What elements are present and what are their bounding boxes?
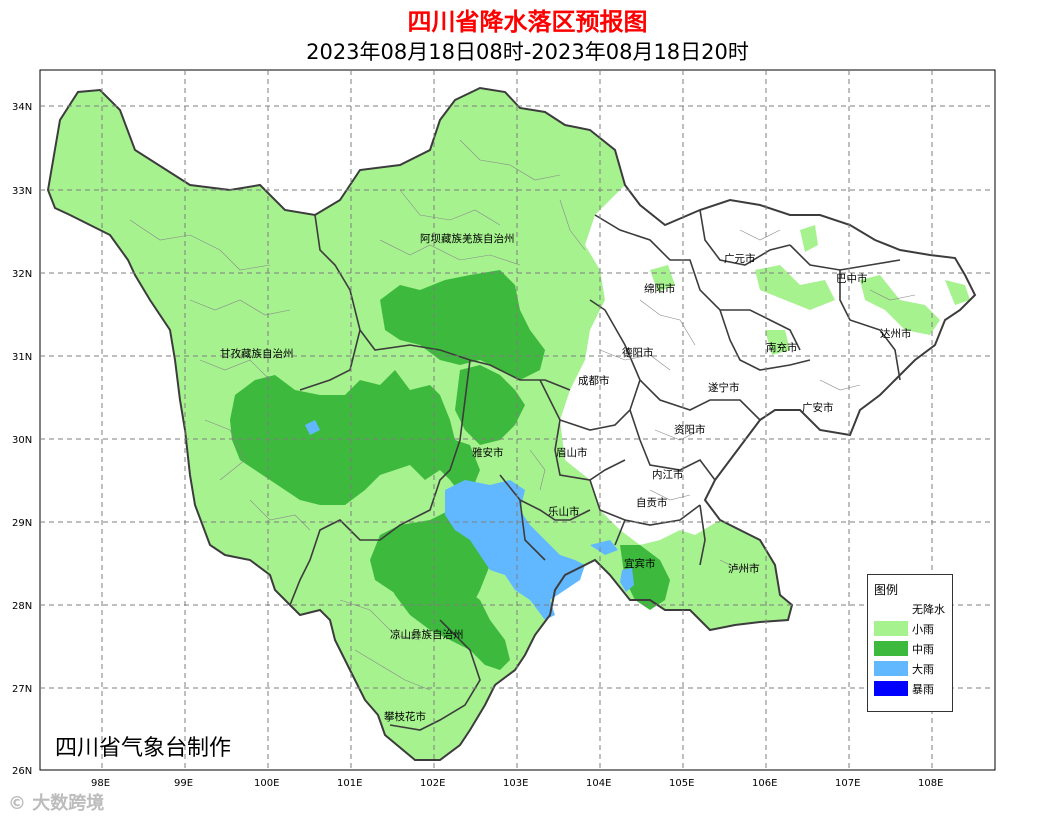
rain-moderate-patch-north <box>380 270 545 380</box>
rain-light-patch-dazhou <box>860 275 940 335</box>
region-label-dazhou: 达州市 <box>880 327 912 340</box>
lat-label-32n: 32N <box>12 269 32 280</box>
legend-label: 暴雨 <box>912 683 934 696</box>
region-label-yaan: 雅安市 <box>472 446 504 459</box>
region-label-meishan: 眉山市 <box>556 446 588 459</box>
region-label-panzhihua: 攀枝花市 <box>384 710 426 723</box>
lat-label-34n: 34N <box>12 102 32 113</box>
region-label-ganzi: 甘孜藏族自治州 <box>220 347 294 360</box>
region-label-yibin: 宜宾市 <box>624 557 656 570</box>
lat-label-27n: 27N <box>12 684 32 695</box>
rain-light-patch-bazhong <box>755 265 835 310</box>
lon-label-107e: 107E <box>835 778 860 789</box>
rain-heavy-area <box>445 480 585 620</box>
lon-label-98e: 98E <box>91 778 110 789</box>
lat-label-26n: 26N <box>12 766 32 777</box>
region-label-zigong: 自贡市 <box>636 496 668 509</box>
lon-label-103e: 103E <box>503 778 528 789</box>
region-label-guangan: 广安市 <box>802 401 834 414</box>
lon-label-99e: 99E <box>174 778 193 789</box>
region-label-nanchong: 南充市 <box>766 341 798 354</box>
legend-swatch <box>874 621 908 636</box>
rain-heavy-patch-west <box>305 420 320 435</box>
region-label-chengdu: 成都市 <box>578 374 610 387</box>
rain-light-patch-northeast <box>945 280 970 305</box>
legend-label: 中雨 <box>912 643 934 656</box>
lon-label-100e: 100E <box>254 778 279 789</box>
lon-label-102e: 102E <box>420 778 445 789</box>
rain-light-patch-guangyuan <box>800 225 818 252</box>
legend-label: 无降水 <box>912 603 945 616</box>
lat-label-30n: 30N <box>12 435 32 446</box>
legend-item-light-rain: 小雨 <box>874 620 950 636</box>
map-grid <box>40 70 995 770</box>
rain-moderate-area <box>230 370 520 620</box>
lat-label-28n: 28N <box>12 601 32 612</box>
legend-label: 大雨 <box>912 663 934 676</box>
legend-label: 小雨 <box>912 623 934 636</box>
lon-label-101e: 101E <box>337 778 362 789</box>
lon-label-104e: 104E <box>586 778 611 789</box>
legend-item-rainstorm: 暴雨 <box>874 680 950 696</box>
rain-heavy-patch-east <box>590 540 618 555</box>
region-label-guangyuan: 广元市 <box>724 252 756 265</box>
rain-moderate-patch-east <box>620 545 670 610</box>
lat-label-33n: 33N <box>12 186 32 197</box>
rain-moderate-patch-central <box>455 365 525 445</box>
region-label-liangshan: 凉山彝族自治州 <box>390 628 464 641</box>
lon-label-105e: 105E <box>669 778 694 789</box>
lon-label-106e: 106E <box>752 778 777 789</box>
region-label-deyang: 德阳市 <box>622 346 654 359</box>
rain-light-patch-mianyang <box>650 265 675 292</box>
region-label-suining: 遂宁市 <box>708 381 740 394</box>
legend-swatch <box>874 681 908 696</box>
lon-label-108e: 108E <box>918 778 943 789</box>
lat-label-29n: 29N <box>12 518 32 529</box>
legend-item-moderate-rain: 中雨 <box>874 640 950 656</box>
watermark-logo-icon: © <box>8 793 26 814</box>
rain-heavy-patch-yibin <box>620 568 634 592</box>
region-label-bazhong: 巴中市 <box>836 272 868 285</box>
legend-swatch <box>874 661 908 676</box>
lat-label-31n: 31N <box>12 352 32 363</box>
legend-item-heavy-rain: 大雨 <box>874 660 950 676</box>
prefecture-boundaries <box>289 209 901 731</box>
rain-light-patch-nanchong <box>765 330 790 355</box>
map-legend: 图例 无降水 小雨 中雨 大雨 暴雨 <box>867 574 953 712</box>
region-label-neijiang: 内江市 <box>652 468 684 481</box>
legend-item-no-rain: 无降水 <box>874 600 950 616</box>
map-subtitle: 2023年08月18日08时-2023年08月18日20时 <box>306 40 749 64</box>
watermark: © 大数跨境 <box>8 789 104 815</box>
region-label-leshan: 乐山市 <box>548 505 580 518</box>
region-label-ziyang: 资阳市 <box>674 423 706 436</box>
producer-credit: 四川省气象台制作 <box>55 736 232 761</box>
region-label-luzhou: 泸州市 <box>728 562 760 575</box>
legend-swatch <box>874 601 908 616</box>
region-label-mianyang: 绵阳市 <box>644 282 676 295</box>
legend-swatch <box>874 641 908 656</box>
map-title: 四川省降水落区预报图 <box>407 8 648 36</box>
province-outline <box>46 86 977 761</box>
region-label-aba: 阿坝藏族羌族自治州 <box>420 232 515 245</box>
watermark-text: 大数跨境 <box>32 793 105 814</box>
legend-title: 图例 <box>874 583 899 597</box>
